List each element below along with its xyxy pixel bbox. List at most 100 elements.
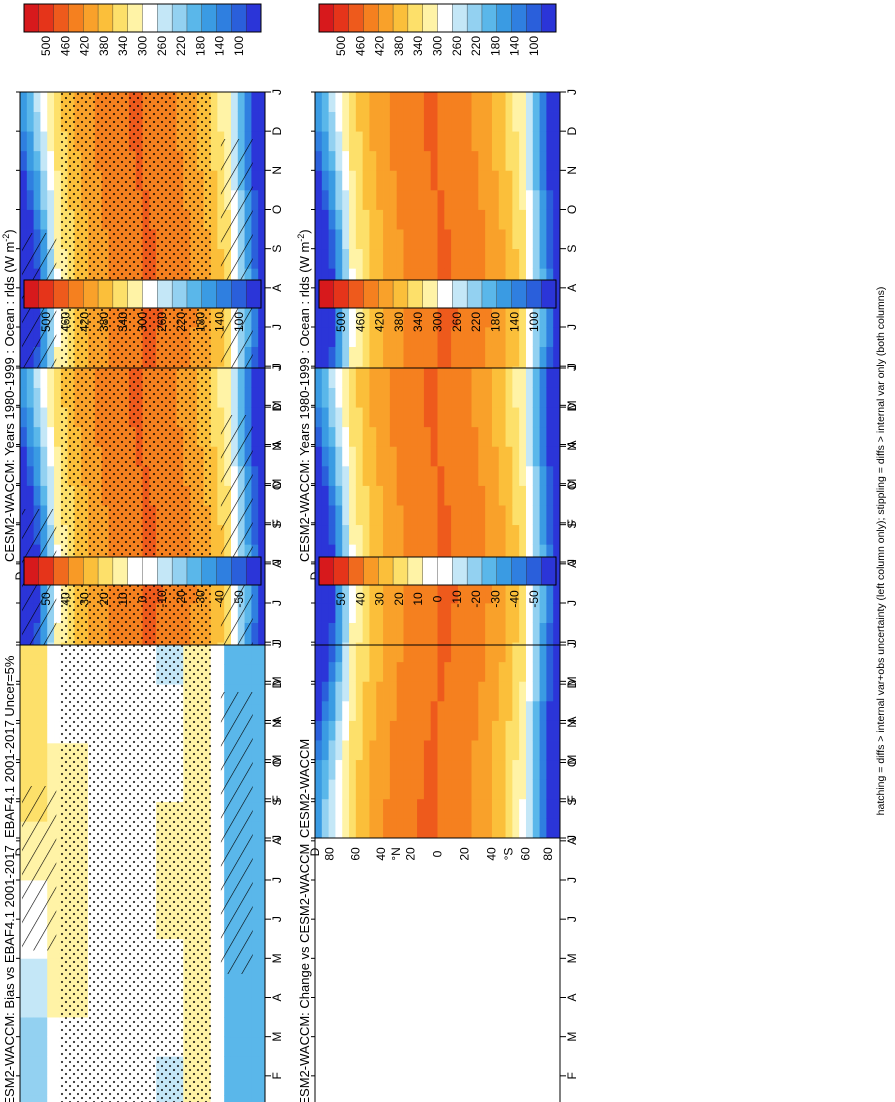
heatmap-cell [54,782,62,803]
heatmap-cell [328,387,336,408]
heatmap-cell [315,307,323,328]
heatmap-cell [258,131,266,152]
colorbar-label: -10 [450,590,464,608]
heatmap-cell [321,446,330,467]
heatmap-cell [342,407,350,428]
heatmap-cell [210,997,218,1018]
heatmap-cell [505,346,513,367]
heatmap-cell [376,798,384,819]
heatmap-cell [335,779,343,800]
heatmap-cell [525,426,534,447]
heatmap-cell [471,131,479,152]
heatmap-cell [47,1036,55,1057]
heatmap-cell [403,642,411,663]
heatmap-cell [457,642,466,663]
heatmap-cell [491,779,500,800]
heatmap-cell [512,642,520,663]
heatmap-cell [251,346,259,367]
heatmap-cell [505,307,513,328]
heatmap-cell [437,189,445,210]
heatmap-cell [525,700,534,721]
heatmap-cell [251,544,259,565]
heatmap-cell [258,723,266,744]
heatmap-cell [315,681,323,702]
heatmap-cell [444,465,452,486]
heatmap-cell [505,111,513,132]
month-label: O [270,481,284,490]
heatmap-cell [224,1036,232,1057]
heatmap-cell [251,840,259,861]
heatmap-cell [54,407,62,428]
heatmap-cell [485,700,493,721]
heatmap-cell [553,465,561,486]
heatmap-cell [457,818,466,839]
heatmap-cell [430,524,438,545]
heatmap-cell [315,387,323,408]
heatmap-cell [217,1017,225,1038]
heatmap-cell [321,603,330,623]
heatmap-cell [498,485,506,506]
heatmap-cell [525,485,534,506]
heatmap-cell [258,742,266,763]
month-label: J [270,363,284,369]
heatmap-cell [430,583,438,604]
heatmap-cell [328,248,336,269]
colorbar-label: -40 [508,590,522,608]
heatmap-cell [335,446,343,467]
heatmap-cell [20,1056,28,1077]
heatmap-cell [430,189,438,210]
latitude-label: 80 [541,847,555,861]
heatmap-cell [321,465,330,486]
heatmap-cell [553,150,561,171]
heatmap-cell [444,346,452,367]
heatmap-cell [315,583,323,604]
heatmap-cell [54,209,62,230]
heatmap-cell [47,150,55,171]
heatmap-cell [47,189,55,210]
heatmap-cell [444,798,452,819]
heatmap-cell [546,798,554,819]
heatmap-cell [451,346,459,367]
panel-title: CESM2-WACCM: Years 1980-1999 : Ocean : r… [296,229,312,562]
heatmap-cell [355,189,364,210]
heatmap-cell [553,92,561,112]
heatmap-cell [33,368,41,388]
heatmap-cell [430,661,438,682]
heatmap-cell [217,92,225,112]
heatmap-cell [396,248,404,269]
heatmap-cell [244,387,252,408]
heatmap-cell [210,899,218,920]
colorbar-frame [23,3,262,33]
colorbar-swatch [481,3,498,33]
heatmap-cell [47,407,55,428]
heatmap-cell [33,1056,41,1077]
heatmap-cell [471,307,479,328]
heatmap-cell [383,426,391,447]
heatmap-cell [210,346,218,367]
heatmap-cell [389,268,398,289]
heatmap-cell [217,664,225,685]
heatmap-cell [54,821,62,842]
heatmap-cell [437,131,445,152]
heatmap-cell [471,387,479,408]
heatmap-cell [47,684,55,705]
colorbar-swatch [496,556,513,586]
heatmap-cell [389,368,398,388]
heatmap-cell [410,642,418,663]
heatmap-cell [457,446,466,467]
heatmap-cell [54,446,62,467]
heatmap-cell [328,622,336,643]
heatmap-cell [315,759,323,780]
heatmap-cell [47,426,55,447]
heatmap-cell [430,740,438,761]
heatmap-cell [342,346,350,367]
heatmap-cell [410,170,418,191]
heatmap-cell [355,661,364,682]
heatmap-cell [444,407,452,428]
heatmap-cell [471,170,479,191]
heatmap-cell [251,684,259,705]
heatmap-cell [328,720,336,741]
heatmap-cell [430,622,438,643]
heatmap-cell [258,268,266,289]
heatmap-cell [403,681,411,702]
